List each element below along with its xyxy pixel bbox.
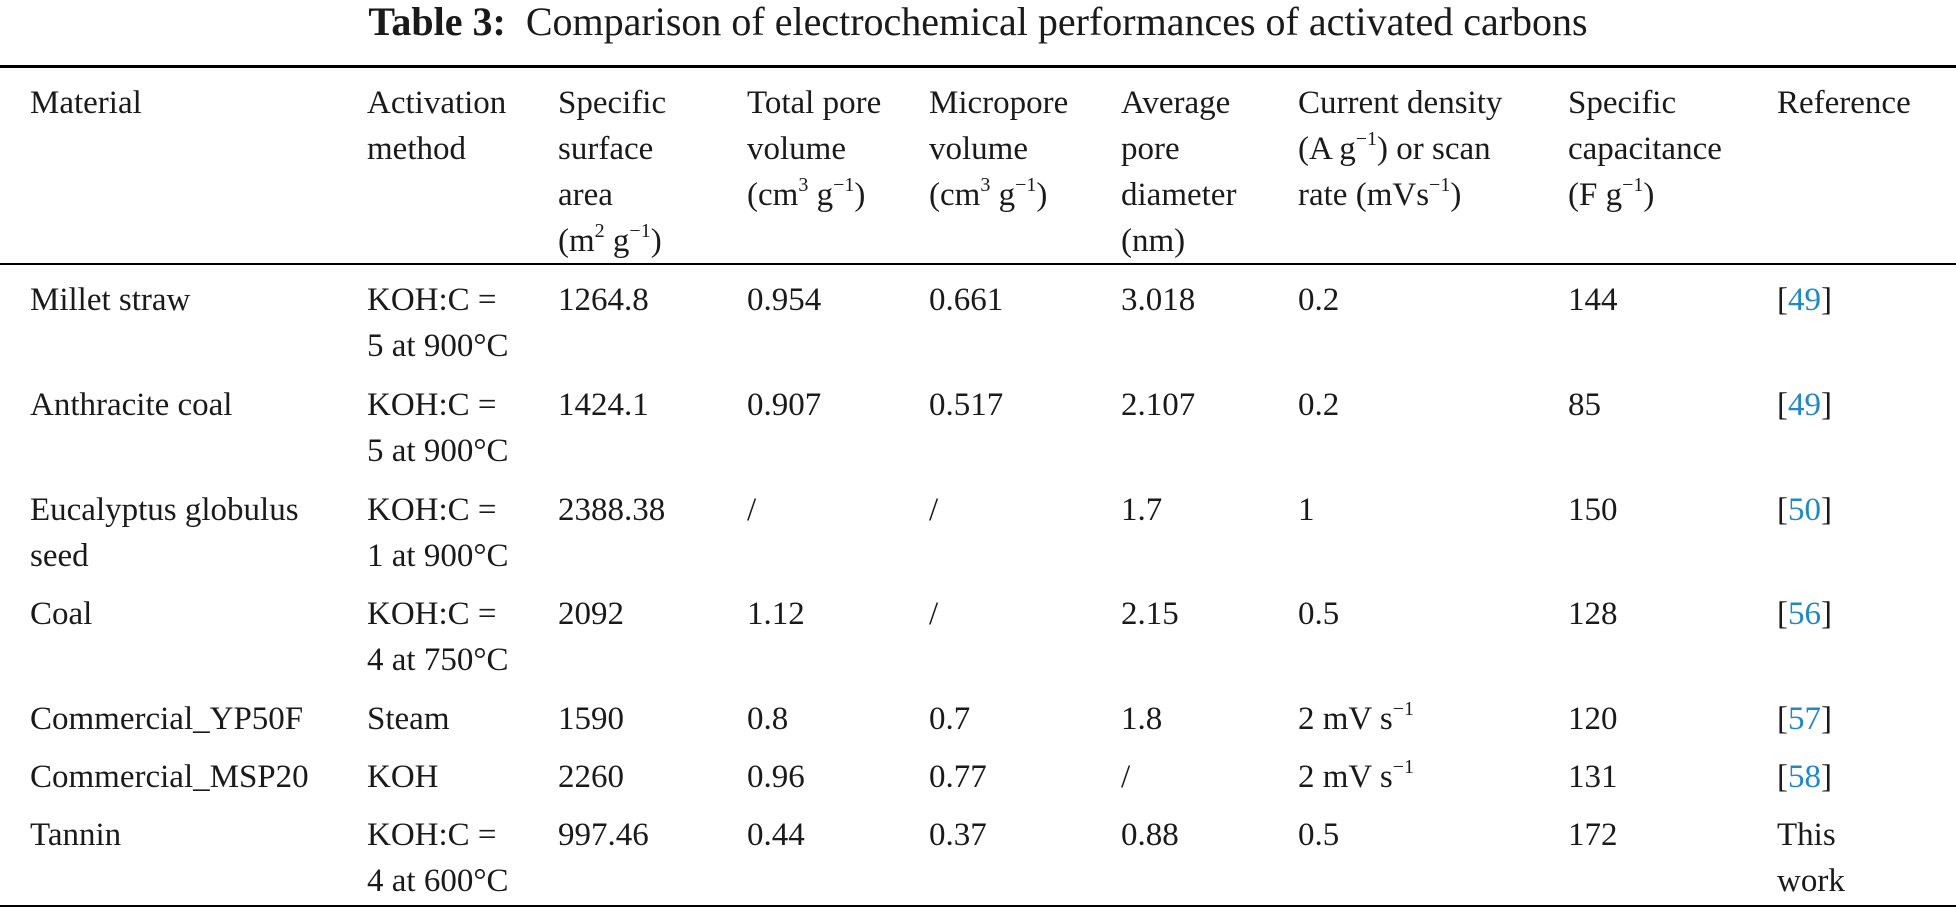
top-rule [0,65,1956,68]
header-total-pore-volume: Total pore volume (cm3 g−1) [747,85,882,213]
table-row-cell-capacitance: 150 [1568,492,1618,528]
table-row-cell-surface-area: 997.46 [558,817,649,853]
table-row-cell-total-pore-volume: 0.907 [747,387,822,423]
table-row-cell-total-pore-volume: 0.44 [747,817,805,853]
table-row-cell-activation: KOH:C = 4 at 600°C [367,817,509,899]
table-row-cell-surface-area: 1590 [558,701,624,737]
reference-link[interactable]: 50 [1788,492,1821,528]
table-row-cell-reference: [58] [1777,759,1832,795]
header-specific-surface-area: Specific surface area (m2 g−1) [558,85,667,259]
table-row-cell-reference: This work [1777,817,1845,899]
table-row-cell-current-density: 1 [1298,492,1315,528]
table-row-cell-total-pore-volume: 0.954 [747,282,822,318]
table-row-cell-micropore-volume: 0.661 [929,282,1004,318]
header-average-pore-diameter: Average pore diameter (nm) [1121,85,1237,259]
table-row-cell-total-pore-volume: 0.8 [747,701,789,737]
table-caption: Table 3: Comparison of electrochemical p… [0,0,1956,50]
table-row-cell-capacitance: 144 [1568,282,1618,318]
table-row-cell-capacitance: 131 [1568,759,1618,795]
table-row-cell-activation: KOH [367,759,439,795]
table-row-cell-micropore-volume: 0.77 [929,759,987,795]
table-row-cell-reference: [50] [1777,492,1832,528]
table-row-cell-total-pore-volume: / [747,492,757,528]
table-row-cell-material: Coal [30,596,93,632]
table-row-cell-pore-diameter: 0.88 [1121,817,1179,853]
table-row-cell-surface-area: 1424.1 [558,387,649,423]
table-row-cell-micropore-volume: 0.517 [929,387,1004,423]
reference-link[interactable]: 57 [1788,701,1821,737]
header-activation-method: Activation method [367,85,507,167]
table-row-cell-reference: [56] [1777,596,1832,632]
table-row-cell-activation: Steam [367,701,450,737]
reference-link[interactable]: 58 [1788,759,1821,795]
table-row-cell-micropore-volume: / [929,596,939,632]
table-row-cell-current-density: 2 mV s−1 [1298,698,1415,737]
table-row-cell-capacitance: 172 [1568,817,1618,853]
table-row-cell-current-density: 0.2 [1298,387,1340,423]
table-row-cell-total-pore-volume: 0.96 [747,759,805,795]
table-row-cell-surface-area: 2388.38 [558,492,666,528]
reference-link[interactable]: 56 [1788,596,1821,632]
table-row-cell-pore-diameter: 1.7 [1121,492,1163,528]
table-row-cell-reference: [49] [1777,387,1832,423]
table-row-cell-pore-diameter: 3.018 [1121,282,1196,318]
bottom-rule [0,905,1956,907]
header-specific-capacitance: Specific capacitance (F g−1) [1568,85,1722,213]
table-row-cell-micropore-volume: 0.37 [929,817,987,853]
table-row-cell-material: Tannin [30,817,122,853]
header-material: Material [30,85,142,121]
table-row-cell-surface-area: 1264.8 [558,282,649,318]
table-row-cell-reference: [49] [1777,282,1832,318]
table-row-cell-activation: KOH:C = 1 at 900°C [367,492,509,574]
table-row-cell-surface-area: 2260 [558,759,624,795]
table-row-cell-material: Commercial_YP50F [30,701,304,737]
table-row-cell-capacitance: 120 [1568,701,1618,737]
table-row-cell-current-density: 2 mV s−1 [1298,756,1415,795]
header-rule [0,263,1956,265]
table-row-cell-micropore-volume: 0.7 [929,701,971,737]
table-row-cell-pore-diameter: 2.107 [1121,387,1196,423]
table-row-cell-activation: KOH:C = 4 at 750°C [367,596,509,678]
reference-link[interactable]: 49 [1788,387,1821,423]
table-row-cell-material: Commercial_MSP20 [30,759,309,795]
caption-label: Table 3: [368,0,506,44]
table-row-cell-material: Eucalyptus globulus seed [30,492,299,574]
table-row-cell-capacitance: 128 [1568,596,1618,632]
table-row-cell-material: Millet straw [30,282,191,318]
table-row-cell-current-density: 0.5 [1298,817,1340,853]
table-row-cell-pore-diameter: 1.8 [1121,701,1163,737]
header-reference: Reference [1777,85,1911,121]
table-row-cell-pore-diameter: 2.15 [1121,596,1179,632]
header-current-density: Current density (A g−1) or scan rate (mV… [1298,85,1503,213]
table-row-cell-material: Anthracite coal [30,387,233,423]
table-row-cell-total-pore-volume: 1.12 [747,596,805,632]
table-row-cell-surface-area: 2092 [558,596,624,632]
table-row-cell-micropore-volume: / [929,492,939,528]
reference-link[interactable]: 49 [1788,282,1821,318]
table-row-cell-pore-diameter: / [1121,759,1131,795]
table-row-cell-current-density: 0.2 [1298,282,1340,318]
table-row-cell-activation: KOH:C = 5 at 900°C [367,282,509,364]
table-row-cell-capacitance: 85 [1568,387,1601,423]
table-row-cell-current-density: 0.5 [1298,596,1340,632]
header-micropore-volume: Micropore volume (cm3 g−1) [929,85,1069,213]
caption-text: Comparison of electrochemical performanc… [525,0,1588,44]
table-row-cell-reference: [57] [1777,701,1832,737]
table-row-cell-activation: KOH:C = 5 at 900°C [367,387,509,469]
